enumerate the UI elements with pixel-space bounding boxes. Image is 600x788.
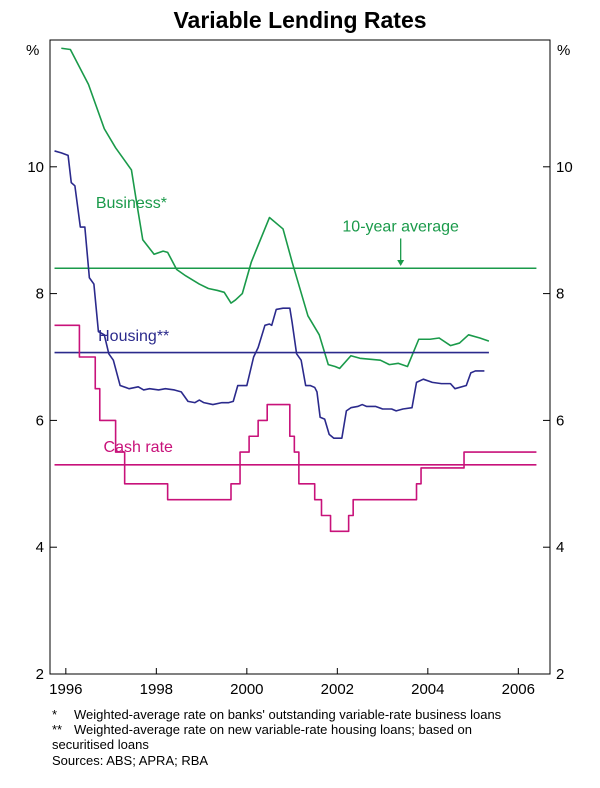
series-layer	[54, 47, 537, 533]
label-cash-rate: Cash rate	[104, 439, 173, 456]
footnote-business-mark: *	[52, 707, 58, 722]
footnote-business: * Weighted-average rate on banks' outstan…	[52, 707, 501, 722]
series-cash-rate	[54, 324, 537, 533]
x-tick-label-2004: 2004	[411, 681, 444, 698]
label-10-year-average-arrow-head	[397, 259, 405, 266]
x-tick-label-2000: 2000	[230, 681, 263, 698]
y-tick-label-right-8: 8	[556, 286, 564, 303]
y-tick-label-left-10: 10	[27, 159, 44, 176]
x-tick-label-2006: 2006	[502, 681, 535, 698]
label-housing: Housing**	[98, 328, 169, 345]
footnote-housing-text-line2: securitised loans	[52, 737, 149, 752]
x-tick-label-1998: 1998	[140, 681, 173, 698]
footnote-housing: ** Weighted-average rate on new variable-…	[52, 722, 472, 737]
y-tick-label-left-2: 2	[36, 666, 44, 683]
sources-note: Sources: ABS; APRA; RBA	[52, 753, 208, 768]
x-tick-label-2002: 2002	[321, 681, 354, 698]
x-tick-label-1996: 1996	[49, 681, 82, 698]
series-business	[61, 47, 490, 370]
footnote-housing-continued: securitised loans	[52, 737, 149, 752]
axes-ticks: 2 2 4 4 6 6 8 8 10 10 1996 1998 2000 2002 2004 2006	[27, 159, 572, 698]
y-tick-label-left-8: 8	[36, 286, 44, 303]
y-tick-label-right-2: 2	[556, 666, 564, 683]
y-tick-label-right-10: 10	[556, 159, 573, 176]
y-tick-label-left-6: 6	[36, 412, 44, 429]
label-10-year-average: 10-year average	[342, 218, 459, 235]
footnote-business-text: Weighted-average rate on banks' outstand…	[74, 707, 502, 722]
footnote-housing-mark: **	[52, 722, 63, 737]
y-tick-label-right-6: 6	[556, 412, 564, 429]
series-housing	[54, 150, 485, 439]
footnote-housing-text-line1: Weighted-average rate on new variable-ra…	[74, 722, 472, 737]
y-tick-label-left-4: 4	[36, 539, 44, 556]
chart-title: Variable Lending Rates	[173, 7, 426, 33]
plot-frame	[49, 39, 551, 675]
y-tick-label-right-4: 4	[556, 539, 564, 556]
label-business: Business*	[96, 195, 167, 212]
left-axis-unit: %	[26, 42, 39, 59]
right-axis-unit: %	[557, 42, 570, 59]
sources-text: Sources: ABS; APRA; RBA	[52, 753, 209, 768]
annotation-layer: Business* 10-year average Housing** Cash ra…	[96, 195, 459, 456]
